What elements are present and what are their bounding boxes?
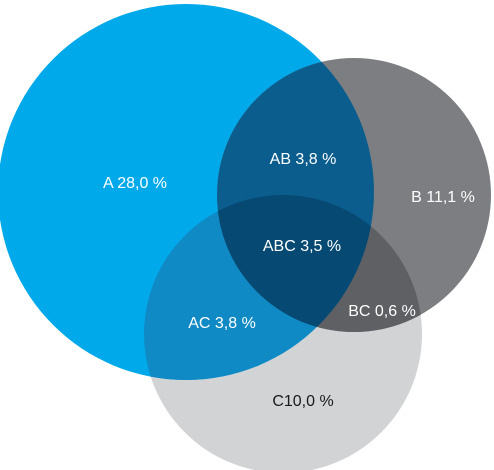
label-b: B 11,1 % xyxy=(411,189,475,206)
label-a: A 28,0 % xyxy=(103,175,167,192)
label-bc: BC 0,6 % xyxy=(348,303,416,320)
label-abc: ABC 3,5 % xyxy=(263,238,341,255)
label-c: C10,0 % xyxy=(272,393,333,410)
label-ac: AC 3,8 % xyxy=(188,315,256,332)
overlap-abc xyxy=(217,195,374,332)
label-ab: AB 3,8 % xyxy=(270,151,337,168)
